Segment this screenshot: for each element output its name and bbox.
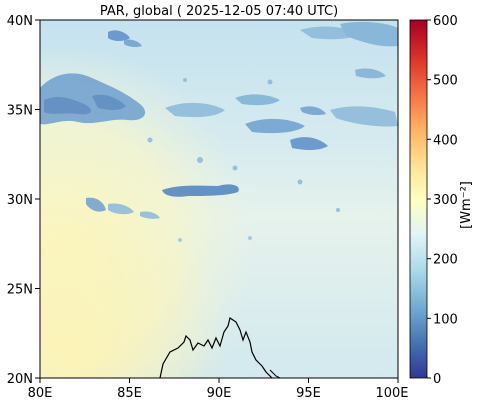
colorbar: 600 500 400 300 200 100 0 [Wm⁻²] (409, 14, 474, 387)
high-par-region-southwest (40, 20, 398, 378)
colorbar-tick-label: 400 (433, 133, 458, 148)
lon-label: 85E (117, 386, 142, 401)
colorbar-tick-label: 0 (433, 372, 441, 387)
lon-label: 100E (375, 386, 408, 401)
colorbar-gradient (409, 19, 428, 379)
map-area (40, 20, 398, 378)
latitude-axis: 40N 35N 30N 25N 20N (7, 14, 40, 387)
lat-label: 25N (7, 283, 33, 298)
coastline-east (269, 369, 281, 378)
lon-label: 90E (207, 386, 232, 401)
lat-label: 35N (7, 104, 33, 119)
map-title: PAR, global ( 2025-12-05 07:40 UTC) (100, 4, 338, 19)
lon-label: 95E (296, 386, 321, 401)
lat-label: 30N (7, 193, 33, 208)
colorbar-tick-label: 100 (433, 312, 458, 327)
lon-label: 80E (28, 386, 53, 401)
lat-label: 40N (7, 14, 33, 29)
colorbar-tick-label: 600 (433, 14, 458, 29)
colorbar-tick-label: 300 (433, 193, 458, 208)
longitude-axis: 80E 85E 90E 95E 100E (28, 378, 409, 401)
cloud-patches (40, 21, 398, 242)
colorbar-tick-label: 500 (433, 74, 458, 89)
colorbar-tick-label: 200 (433, 253, 458, 268)
colorbar-unit-label: [Wm⁻²] (459, 181, 474, 229)
coastline (159, 317, 273, 378)
lat-label: 20N (7, 372, 33, 387)
